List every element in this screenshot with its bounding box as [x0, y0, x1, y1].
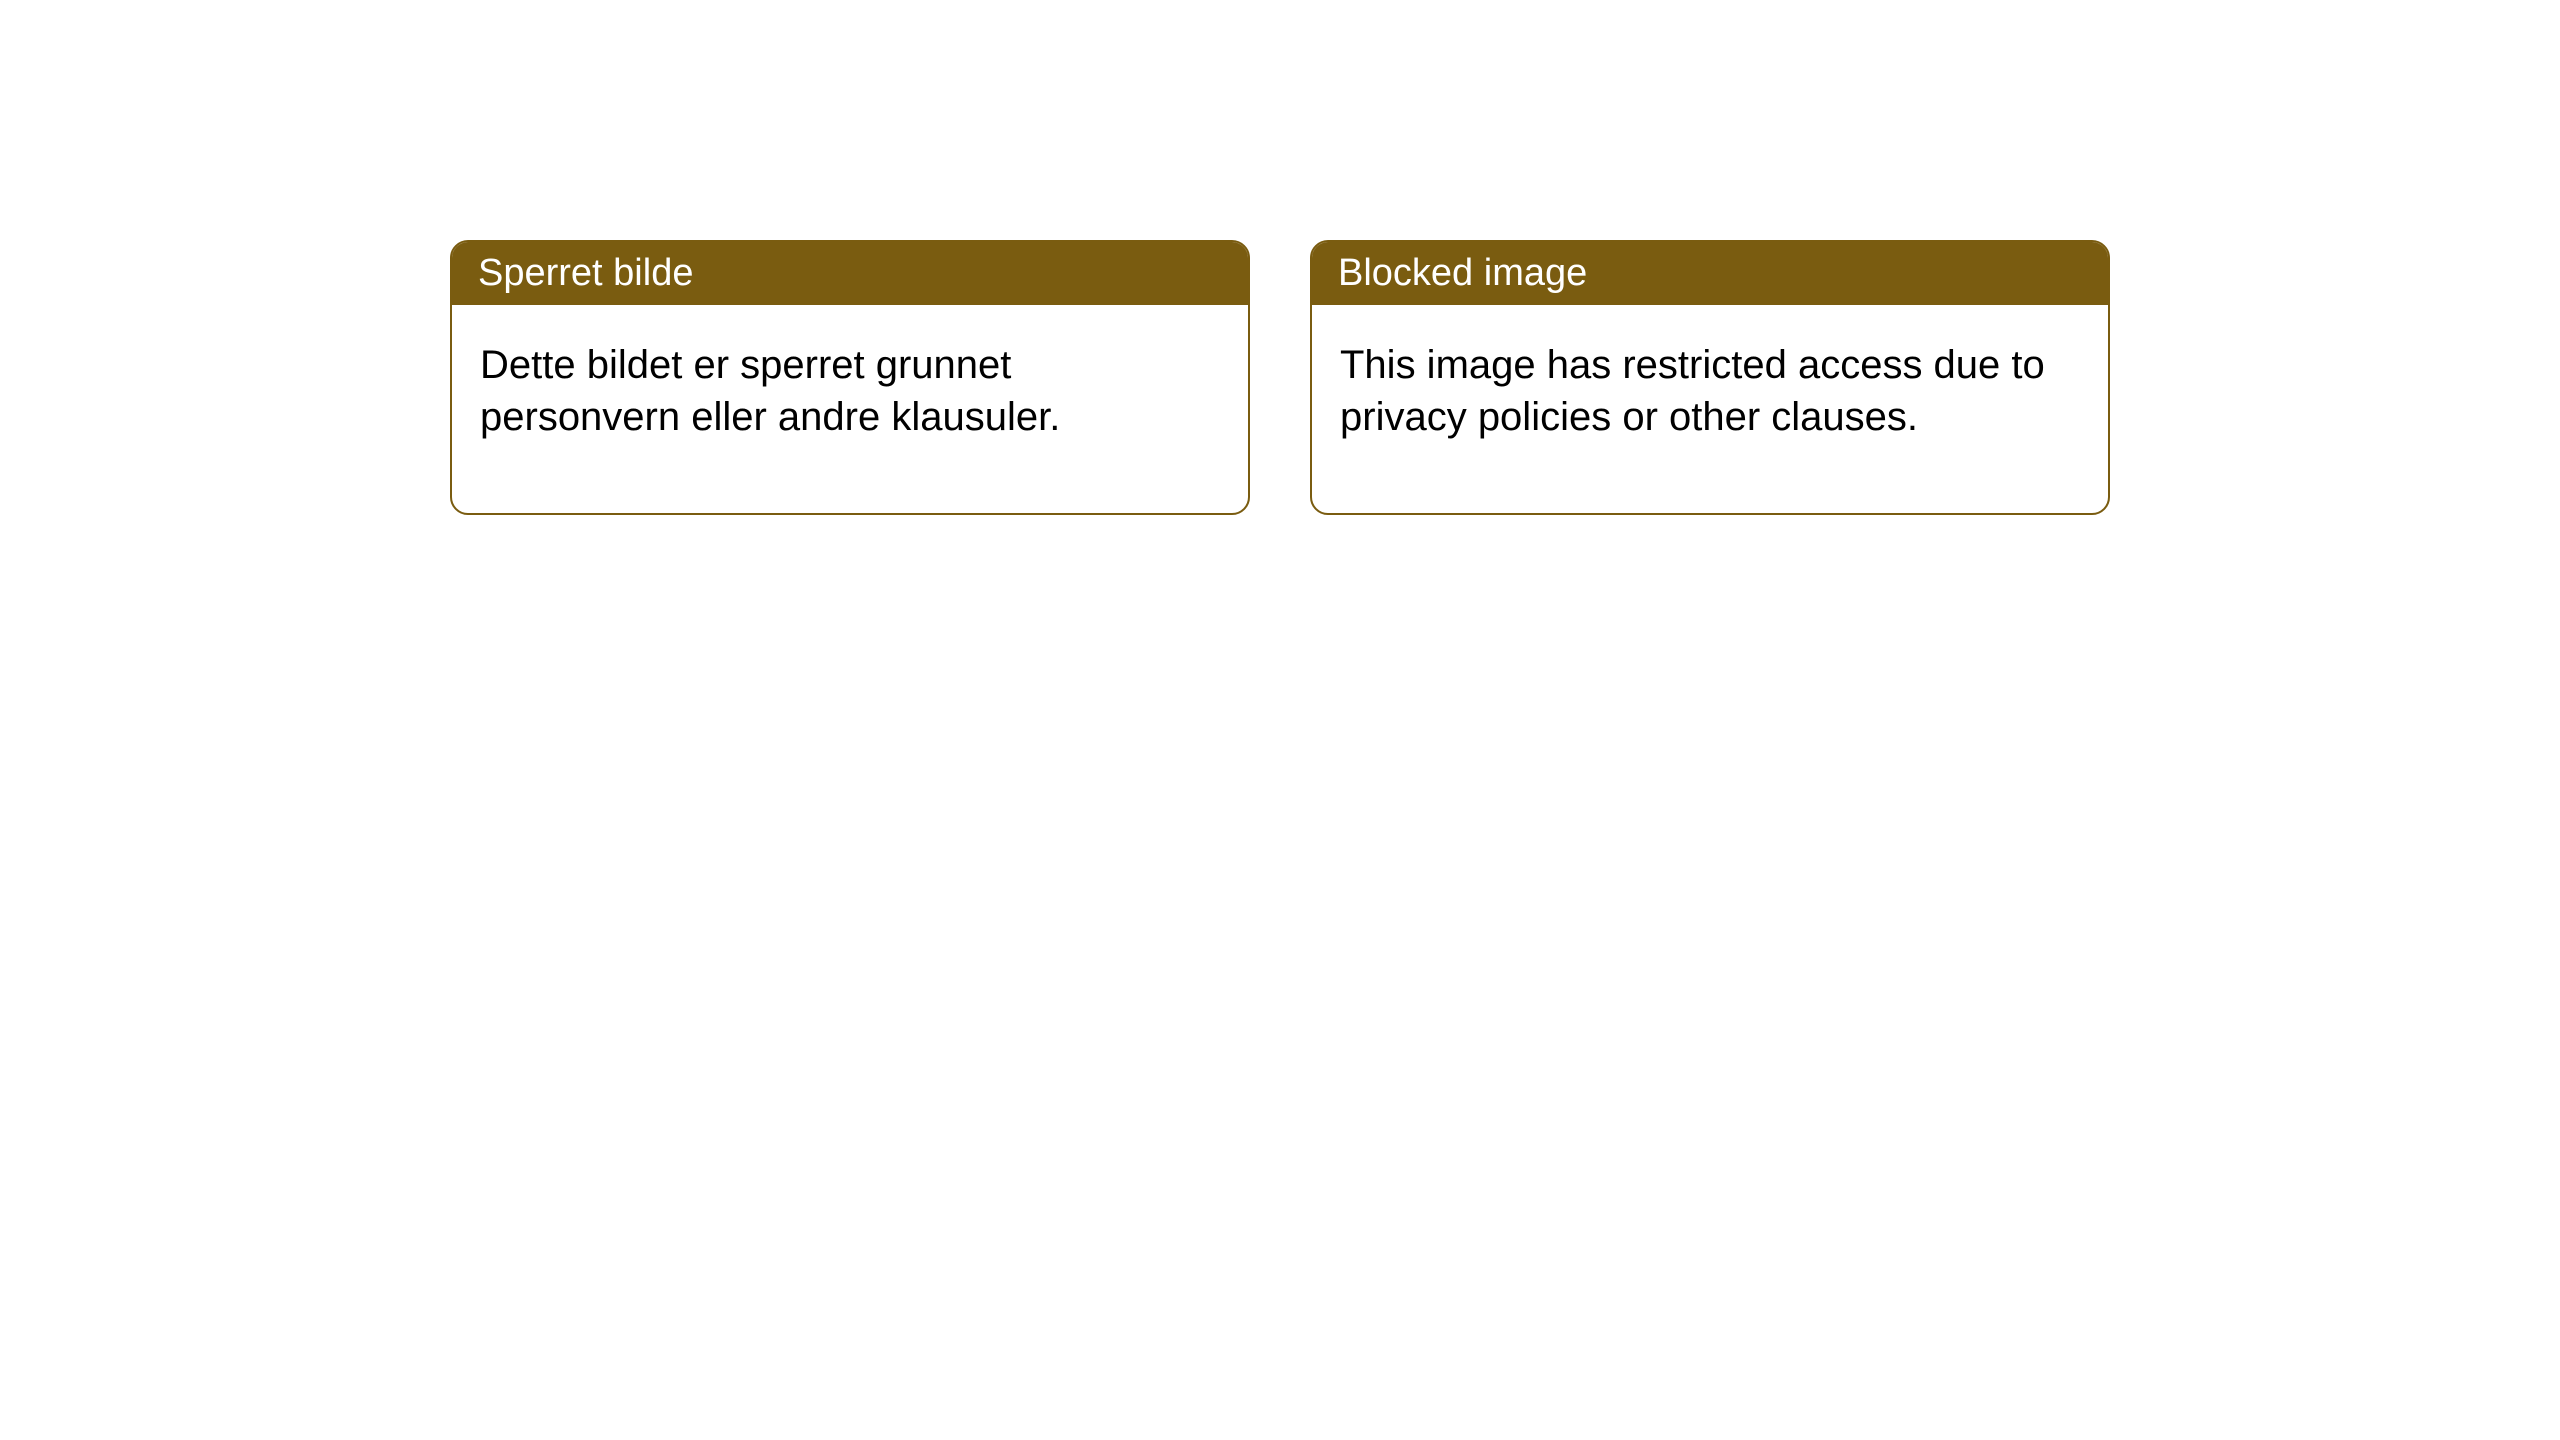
notice-container: Sperret bilde Dette bildet er sperret gr…: [450, 240, 2110, 515]
notice-body: Dette bildet er sperret grunnet personve…: [452, 305, 1248, 513]
notice-body: This image has restricted access due to …: [1312, 305, 2108, 513]
notice-card-norwegian: Sperret bilde Dette bildet er sperret gr…: [450, 240, 1250, 515]
notice-title: Blocked image: [1312, 242, 2108, 305]
notice-card-english: Blocked image This image has restricted …: [1310, 240, 2110, 515]
notice-title: Sperret bilde: [452, 242, 1248, 305]
